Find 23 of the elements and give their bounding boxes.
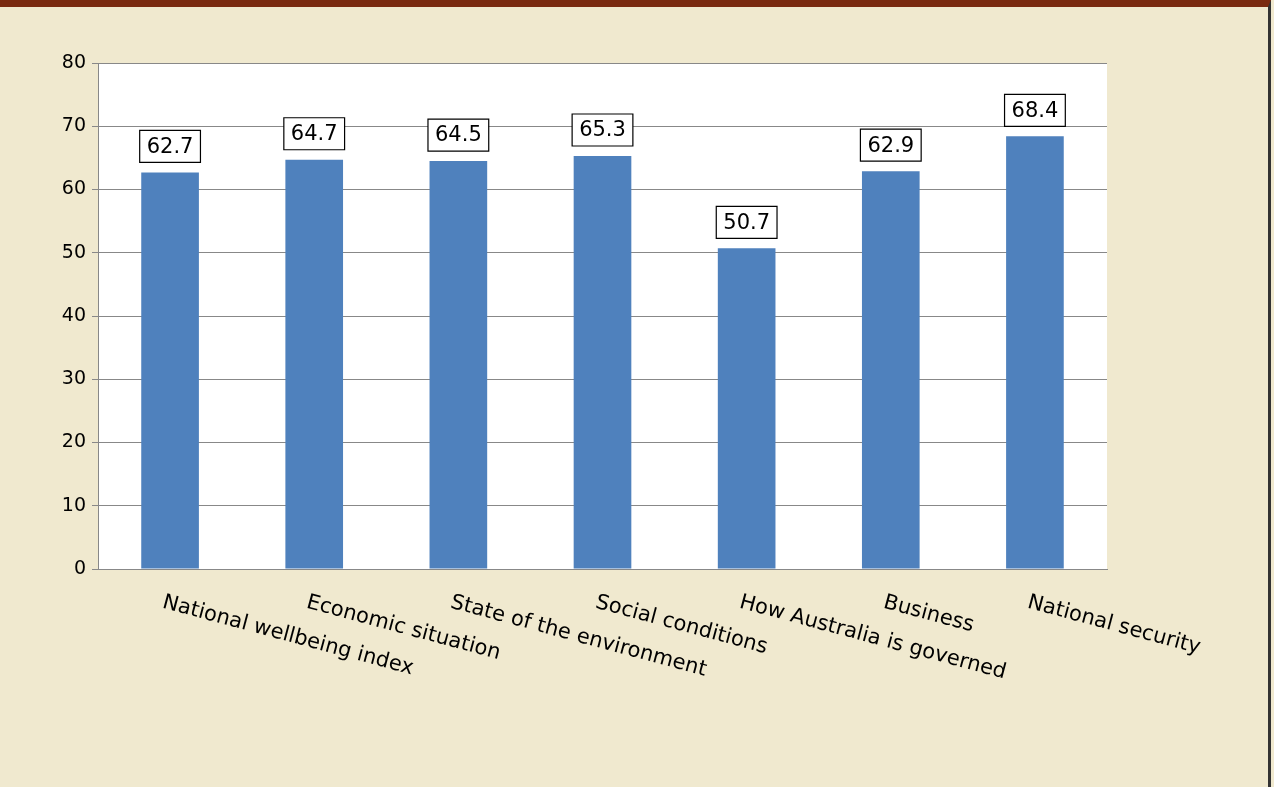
data-label: 62.9 <box>867 132 915 157</box>
y-tick-label: 80 <box>61 49 86 72</box>
y-tick-label: 70 <box>61 113 86 136</box>
y-tick-label: 30 <box>61 366 86 389</box>
bar <box>1006 136 1064 569</box>
y-tick-label: 20 <box>61 429 86 452</box>
data-label: 68.4 <box>1011 97 1059 122</box>
bar <box>861 171 920 569</box>
y-tick-label: 60 <box>61 176 86 199</box>
bar <box>141 172 199 569</box>
bar <box>285 159 344 569</box>
data-label: 64.7 <box>290 121 338 146</box>
bar <box>573 155 632 569</box>
data-label: 62.7 <box>146 133 194 158</box>
y-tick-label: 10 <box>61 492 86 515</box>
bar <box>717 248 776 569</box>
data-label: 50.7 <box>723 209 771 234</box>
data-label: 64.5 <box>434 122 482 147</box>
y-tick-label: 50 <box>61 239 86 262</box>
y-tick-label: 0 <box>73 555 86 578</box>
data-label: 65.3 <box>579 117 626 142</box>
y-tick-label: 40 <box>61 302 86 325</box>
bar <box>429 161 488 569</box>
